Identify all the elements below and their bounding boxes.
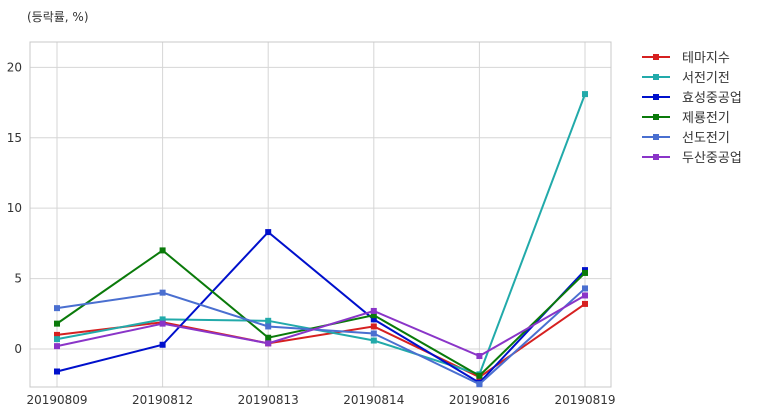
- series-line: [56, 93, 586, 376]
- data-point: [476, 372, 483, 379]
- data-point: [54, 368, 60, 375]
- data-point: [370, 330, 377, 337]
- data-point: [54, 305, 60, 312]
- series-line: [56, 287, 586, 386]
- x-tick-label: 20190819: [554, 393, 615, 407]
- data-point: [265, 317, 272, 324]
- data-point: [54, 336, 60, 343]
- x-tick-label: 20190809: [26, 393, 87, 407]
- legend-item: 효성중공업: [642, 91, 742, 106]
- series-line: [56, 294, 586, 358]
- legend-item: 서전기전: [642, 71, 730, 86]
- data-point: [582, 91, 588, 98]
- series-line: [56, 230, 586, 385]
- legend-marker: [653, 54, 659, 60]
- data-point: [476, 381, 483, 388]
- axis-ticks: 0 5 10 15 20 20190809 20190812 20190813 20190814…: [7, 60, 616, 407]
- legend-marker: [653, 94, 659, 100]
- x-tick-label: 20190816: [449, 393, 510, 407]
- legend-label: 선도전기: [682, 131, 730, 146]
- legend-marker: [653, 74, 659, 80]
- data-point: [476, 353, 483, 360]
- series-lines: [54, 91, 588, 388]
- y-tick-label: 15: [7, 131, 22, 145]
- data-point: [159, 247, 166, 254]
- series-효성중공업: [54, 229, 588, 386]
- legend-marker: [653, 134, 659, 140]
- legend-label: 효성중공업: [682, 91, 742, 106]
- data-point: [159, 289, 166, 296]
- data-point: [265, 323, 272, 330]
- data-point: [370, 316, 377, 323]
- data-point: [370, 323, 377, 330]
- data-point: [54, 320, 60, 327]
- data-point: [265, 334, 272, 341]
- data-point: [159, 316, 166, 323]
- legend-marker: [653, 154, 659, 160]
- legend-label: 두산중공업: [682, 151, 742, 166]
- y-unit-label: (등락률, %): [27, 10, 89, 24]
- legend-item: 선도전기: [642, 131, 730, 146]
- data-point: [370, 307, 377, 314]
- legend-label: 제룡전기: [682, 111, 730, 126]
- data-point: [582, 300, 588, 307]
- x-tick-label: 20190812: [132, 393, 193, 407]
- data-point: [54, 331, 60, 338]
- y-tick-label: 0: [14, 342, 22, 356]
- legend-item: 제룡전기: [642, 111, 730, 126]
- y-tick-label: 20: [7, 60, 22, 74]
- series-line: [56, 249, 586, 377]
- legend-item: 두산중공업: [642, 151, 742, 166]
- legend-label: 테마지수: [682, 51, 730, 66]
- data-point: [582, 269, 588, 276]
- legend-marker: [653, 114, 659, 120]
- legend-item: 테마지수: [642, 51, 730, 66]
- data-point: [159, 341, 166, 348]
- y-tick-label: 5: [14, 272, 22, 286]
- data-point: [370, 337, 377, 344]
- data-point: [370, 312, 377, 319]
- y-tick-label: 10: [7, 201, 22, 215]
- x-tick-label: 20190814: [343, 393, 404, 407]
- legend-label: 서전기전: [682, 71, 730, 86]
- grid: [30, 42, 611, 387]
- data-point: [582, 285, 588, 292]
- data-point: [582, 292, 588, 299]
- data-point: [54, 343, 60, 350]
- x-tick-label: 20190813: [238, 393, 299, 407]
- data-point: [159, 320, 166, 327]
- series-두산중공업: [54, 292, 588, 360]
- plot-area-border: [29, 41, 612, 388]
- data-point: [265, 340, 272, 347]
- data-point: [265, 229, 272, 236]
- series-선도전기: [54, 285, 588, 388]
